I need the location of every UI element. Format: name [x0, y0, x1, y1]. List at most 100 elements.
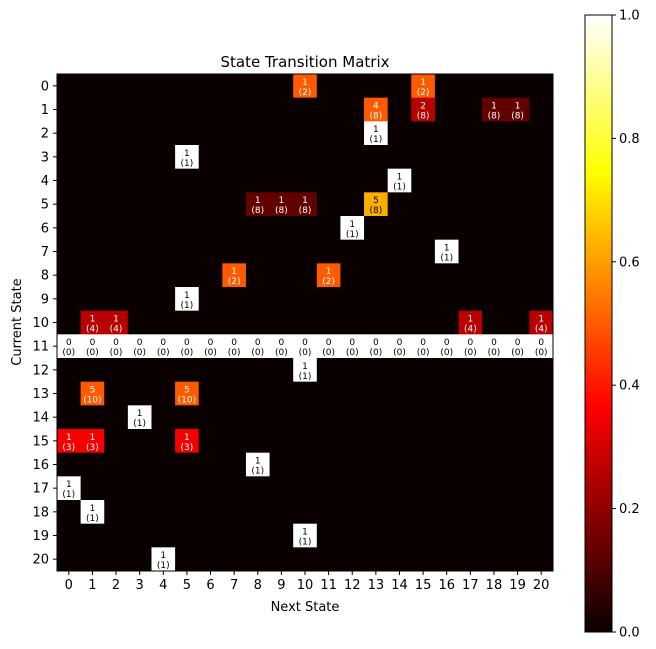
cell-total-label: (1) [440, 254, 453, 264]
heatmap-cell [269, 381, 294, 406]
cell-total-label: (1) [181, 301, 194, 311]
heatmap-cell [269, 192, 294, 217]
heatmap-cell [222, 405, 247, 430]
heatmap-cell [222, 239, 247, 264]
heatmap-cell [482, 287, 507, 312]
heatmap-cell [57, 287, 82, 312]
heatmap-cell [104, 500, 129, 525]
heatmap-cell [293, 145, 318, 170]
heatmap-cell [222, 476, 247, 501]
heatmap-cell [293, 381, 318, 406]
heatmap-cell [316, 405, 341, 430]
heatmap-cell [198, 121, 223, 146]
heatmap-cell [340, 500, 365, 525]
heatmap-cell [245, 145, 270, 170]
heatmap-cell [104, 121, 129, 146]
heatmap-cell [387, 192, 412, 217]
cell-count-label: 1 [66, 480, 72, 490]
heatmap-cell [151, 452, 176, 477]
chart-title: State Transition Matrix [220, 53, 389, 71]
heatmap-cell [364, 523, 389, 548]
heatmap-cell [269, 452, 294, 477]
heatmap-cell [80, 500, 105, 525]
heatmap-cell [458, 310, 483, 335]
heatmap-cell [505, 263, 530, 288]
y-tick-label: 1 [41, 103, 49, 118]
heatmap-cell [80, 263, 105, 288]
cell-total-label: (3) [181, 443, 194, 453]
colorbar-ticks: 0.0 0.2 0.4 0.6 0.8 1.0 [612, 9, 640, 641]
heatmap-cell [340, 145, 365, 170]
heatmap-cell [529, 334, 554, 359]
cell-total-label: (2) [417, 88, 430, 98]
cell-total-label: (1) [86, 514, 99, 524]
y-tick-label: 2 [41, 127, 49, 142]
cell-count-label: 1 [444, 244, 450, 254]
cell-total-label: (0) [440, 348, 453, 358]
cell-total-label: (0) [488, 348, 501, 358]
cell-total-label: (0) [511, 348, 524, 358]
heatmap-cell [80, 476, 105, 501]
heatmap-cell [151, 381, 176, 406]
heatmap-cell [245, 310, 270, 335]
heatmap-cell [340, 358, 365, 383]
heatmap-cell [269, 168, 294, 193]
cell-total-label: (2) [322, 277, 335, 287]
heatmap-cell [104, 263, 129, 288]
heatmap-cell [482, 523, 507, 548]
heatmap-cell [458, 334, 483, 359]
heatmap-cell [364, 192, 389, 217]
heatmap-cell [529, 239, 554, 264]
heatmap-cell [293, 263, 318, 288]
heatmap-cell [104, 145, 129, 170]
heatmap-cell [57, 523, 82, 548]
heatmap-cell [269, 310, 294, 335]
heatmap-cell [411, 216, 436, 241]
cell-total-label: (0) [322, 348, 335, 358]
heatmap-cell [80, 523, 105, 548]
heatmap-cell [57, 192, 82, 217]
heatmap-cell [505, 429, 530, 454]
heatmap-cell [293, 239, 318, 264]
heatmap-cell [104, 476, 129, 501]
heatmap-cell [175, 192, 200, 217]
heatmap-cell [434, 216, 459, 241]
heatmap-cell [293, 97, 318, 122]
heatmap-cell [505, 168, 530, 193]
heatmap-cell [151, 310, 176, 335]
heatmap-cell [411, 168, 436, 193]
y-tick-label: 12 [32, 363, 49, 378]
cell-count-label: 0 [373, 338, 379, 348]
heatmap-cell [411, 452, 436, 477]
heatmap-cell [505, 216, 530, 241]
colorbar-tick-label: 1.0 [619, 9, 640, 24]
heatmap-cell [364, 381, 389, 406]
heatmap-cell [529, 500, 554, 525]
heatmap-cell [222, 74, 247, 99]
heatmap-cell [364, 476, 389, 501]
heatmap-cell [340, 97, 365, 122]
colorbar-tick-label: 0.0 [619, 626, 640, 641]
heatmap-cell [127, 287, 152, 312]
heatmap-cell [505, 476, 530, 501]
heatmap-cell [316, 74, 341, 99]
cell-count-label: 1 [90, 504, 96, 514]
cell-count-label: 0 [279, 338, 285, 348]
heatmap-cell [458, 97, 483, 122]
heatmap-cell [222, 358, 247, 383]
heatmap-cell [198, 168, 223, 193]
heatmap-cell [269, 145, 294, 170]
heatmap-cell [245, 523, 270, 548]
heatmap-cell [57, 381, 82, 406]
cell-total-label: (8) [511, 112, 524, 122]
heatmap-cell [104, 216, 129, 241]
heatmap-cell [340, 168, 365, 193]
heatmap-cell [434, 381, 459, 406]
cell-total-label: (0) [251, 348, 264, 358]
heatmap-cell [127, 334, 152, 359]
heatmap-cell [387, 97, 412, 122]
heatmap-cell [57, 97, 82, 122]
heatmap-cell [505, 121, 530, 146]
cell-count-label: 1 [302, 528, 308, 538]
cell-count-label: 1 [302, 196, 308, 206]
